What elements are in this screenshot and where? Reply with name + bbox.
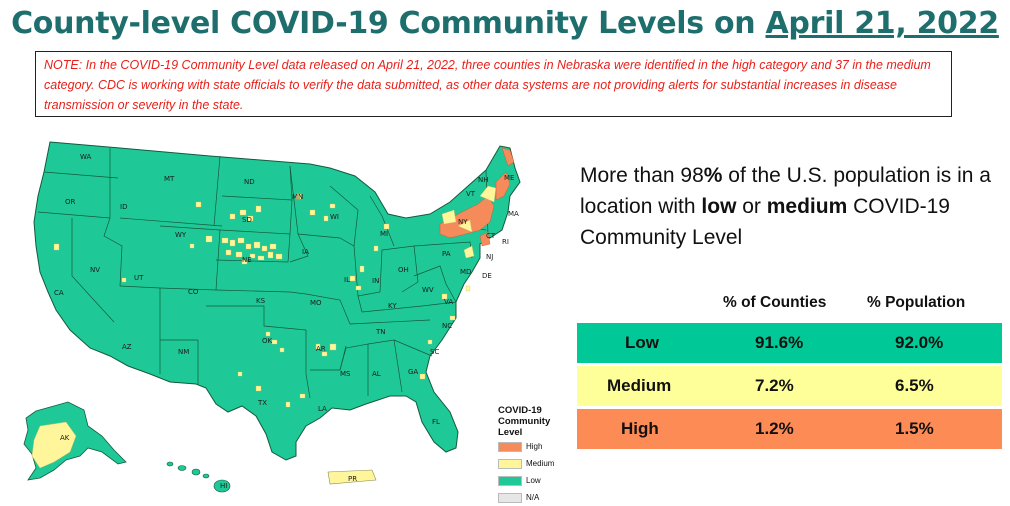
- state-label: GA: [408, 368, 419, 376]
- state-label: WY: [175, 231, 187, 239]
- page-title: County-level COVID-19 Community Levels o…: [0, 6, 1010, 41]
- state-label: WI: [330, 213, 339, 221]
- population-summary: More than 98% of the U.S. population is …: [580, 164, 991, 249]
- header-population: % Population: [867, 294, 966, 311]
- medium-counties: [53, 193, 471, 408]
- state-label: HI: [220, 482, 228, 490]
- map-legend: COVID-19 Community Level High Medium Low…: [498, 405, 568, 506]
- state-label: IA: [302, 248, 309, 256]
- row-population: 6.5%: [895, 376, 934, 395]
- state-label: MD: [460, 268, 472, 276]
- state-label: AR: [316, 345, 326, 353]
- community-level-table: % of Counties % Population Low 91.6% 92.…: [577, 288, 1002, 449]
- row-level: Medium: [607, 376, 672, 395]
- state-label: CO: [188, 288, 199, 296]
- state-label: AZ: [122, 343, 132, 351]
- us-map: WA OR CA ID NV MT WY UT AZ CO NM ND SD N…: [10, 126, 565, 505]
- state-label: OK: [262, 337, 273, 345]
- state-label: SD: [242, 216, 252, 224]
- row-level: Low: [625, 333, 659, 352]
- state-label: OH: [398, 266, 409, 274]
- contiguous-us-shape: [33, 141, 521, 461]
- state-label: OR: [65, 198, 76, 206]
- row-counties: 1.2%: [755, 419, 794, 438]
- state-label: IL: [344, 276, 350, 284]
- state-label: ND: [244, 178, 255, 186]
- state-label: WV: [422, 286, 434, 294]
- table-header: % of Counties % Population: [577, 288, 1002, 320]
- row-population: 1.5%: [895, 419, 934, 438]
- legend-item-high: High: [498, 442, 568, 455]
- legend-title: COVID-19 Community Level: [498, 405, 551, 438]
- table-row-medium: Medium 7.2% 6.5%: [577, 366, 1002, 406]
- state-label: MT: [164, 175, 175, 183]
- state-label: NE: [242, 256, 252, 264]
- state-label: TN: [376, 328, 386, 336]
- state-label: MS: [340, 370, 351, 378]
- state-label: LA: [318, 405, 327, 413]
- state-label: VA: [444, 298, 454, 306]
- state-label: IN: [372, 277, 380, 285]
- legend-item-low: Low: [498, 476, 568, 489]
- title-prefix: County-level COVID-19 Community Levels o…: [11, 6, 766, 41]
- northeast-high-counties: [439, 147, 515, 259]
- table-row-low: Low 91.6% 92.0%: [577, 323, 1002, 363]
- state-label: CA: [54, 289, 64, 297]
- state-label: KS: [256, 297, 266, 305]
- state-label: PR: [348, 475, 358, 483]
- us-map-svg: [23, 141, 521, 493]
- state-label: NC: [442, 322, 453, 330]
- state-label: SC: [430, 348, 440, 356]
- state-label: FL: [432, 418, 440, 426]
- row-counties: 7.2%: [755, 376, 794, 395]
- puerto-rico-shape: [327, 469, 377, 485]
- state-label: RI: [502, 238, 509, 246]
- state-label: VT: [466, 190, 476, 198]
- legend-item-na: N/A: [498, 493, 568, 506]
- state-label: MN: [292, 193, 304, 201]
- state-label: UT: [134, 274, 144, 282]
- state-label: PA: [442, 250, 451, 258]
- state-label: ME: [504, 174, 515, 182]
- state-label: MI: [380, 230, 389, 238]
- header-counties: % of Counties: [723, 294, 827, 311]
- state-label: WA: [80, 153, 92, 161]
- row-level: High: [621, 419, 659, 438]
- state-borders: [37, 148, 489, 399]
- legend-swatch: [498, 493, 522, 503]
- state-label: CT: [486, 232, 496, 240]
- state-label: DE: [482, 272, 492, 280]
- state-label: NV: [90, 266, 101, 274]
- row-population: 92.0%: [895, 333, 944, 352]
- note-box: NOTE: In the COVID-19 Community Level da…: [35, 51, 952, 117]
- state-label: MA: [508, 210, 519, 218]
- state-label: KY: [388, 302, 397, 310]
- hawaii-shape: [166, 461, 231, 493]
- state-label: TX: [258, 399, 268, 407]
- legend-swatch: [498, 459, 522, 469]
- legend-swatch: [498, 442, 522, 452]
- state-label: NH: [478, 176, 489, 184]
- state-label: NJ: [486, 253, 494, 261]
- legend-item-medium: Medium: [498, 459, 568, 472]
- state-label: NY: [458, 218, 468, 226]
- state-label: ID: [120, 203, 128, 211]
- state-label: MO: [310, 299, 322, 307]
- title-date: April 21, 2022: [765, 6, 1000, 41]
- state-label: AK: [60, 434, 70, 442]
- table-row-high: High 1.2% 1.5%: [577, 409, 1002, 449]
- state-label: NM: [178, 348, 190, 356]
- alaska-medium-area: [31, 421, 77, 469]
- row-counties: 91.6%: [755, 333, 804, 352]
- legend-swatch: [498, 476, 522, 486]
- state-label: AL: [372, 370, 381, 378]
